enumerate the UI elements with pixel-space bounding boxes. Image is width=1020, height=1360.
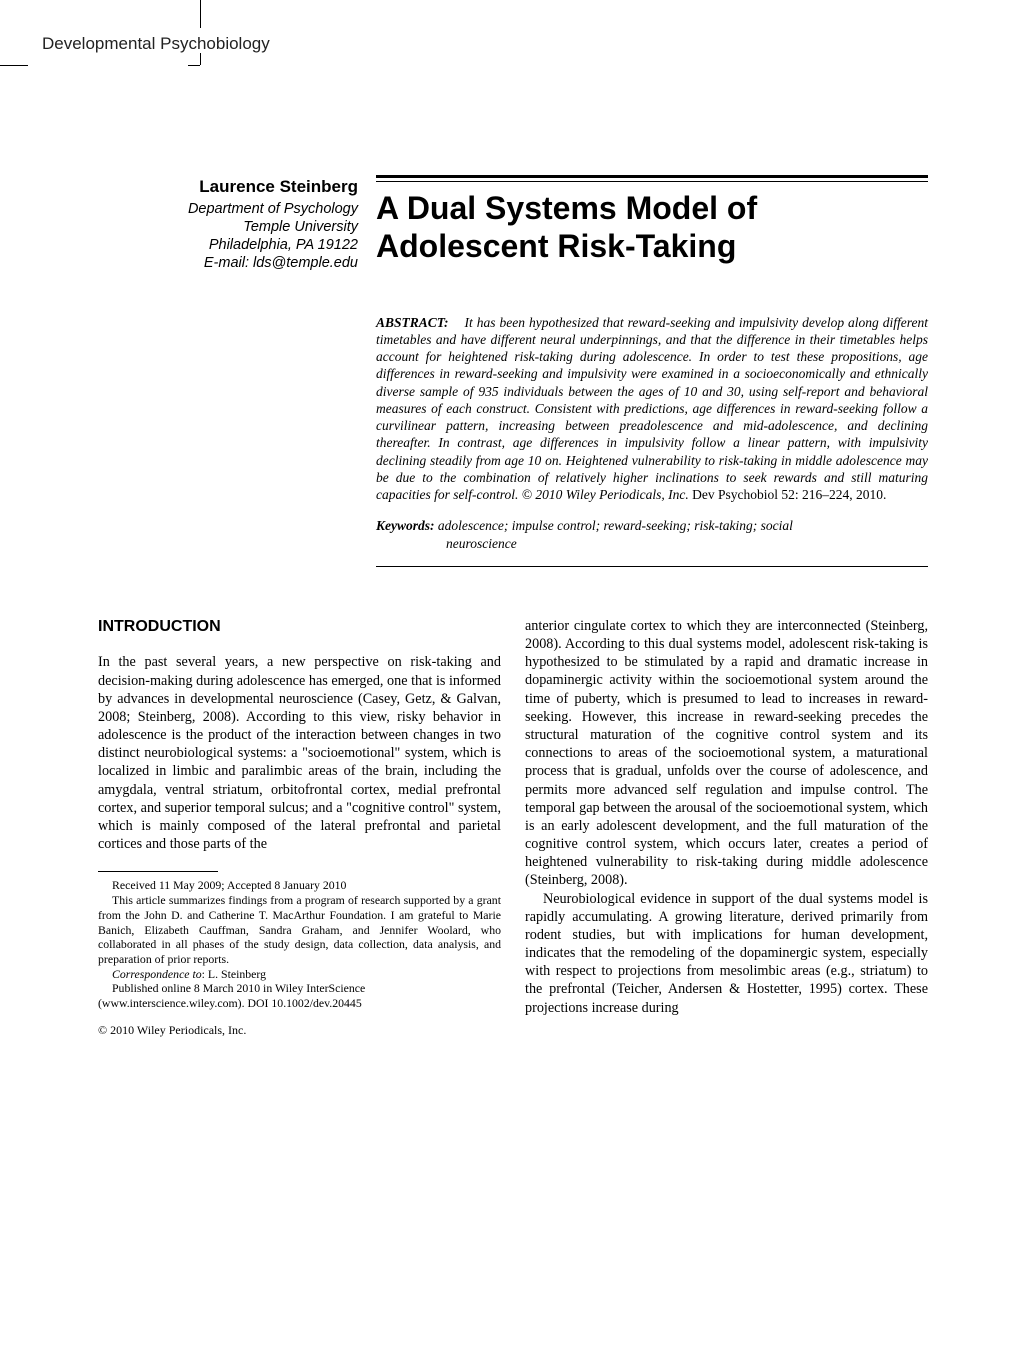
- keywords-text-line2: neuroscience: [446, 535, 928, 552]
- footnotes: Received 11 May 2009; Accepted 8 January…: [98, 878, 501, 1011]
- body-paragraph: Neurobiological evidence in support of t…: [525, 890, 928, 1017]
- affiliation-line: Department of Psychology: [98, 200, 358, 218]
- page-content: Laurence Steinberg Department of Psychol…: [98, 175, 928, 1038]
- footnote-correspondence: Correspondence to: L. Steinberg: [98, 967, 501, 982]
- keywords-text: adolescence; impulse control; reward-see…: [438, 518, 793, 533]
- correspondence-text: : L. Steinberg: [202, 967, 266, 981]
- abstract-label: ABSTRACT:: [376, 315, 449, 330]
- footnote-received: Received 11 May 2009; Accepted 8 January…: [98, 878, 501, 893]
- abstract-citation: Dev Psychobiol 52: 216–224, 2010.: [692, 487, 886, 502]
- left-column: INTRODUCTION In the past several years, …: [98, 617, 501, 1038]
- affiliation-line: Philadelphia, PA 19122: [98, 236, 358, 254]
- author-name: Laurence Steinberg: [98, 177, 358, 197]
- body-paragraph: anterior cingulate cortex to which they …: [525, 617, 928, 890]
- footnote-rule: [98, 871, 218, 872]
- keywords-rule: [376, 566, 928, 567]
- copyright-notice: © 2010 Wiley Periodicals, Inc.: [98, 1023, 501, 1038]
- title-column: A Dual Systems Model of Adolescent Risk-…: [376, 175, 928, 304]
- abstract-spacer: [453, 315, 461, 330]
- crop-mark-vertical: [200, 0, 201, 28]
- title-rule: [376, 175, 928, 182]
- abstract-text: It has been hypothesized that reward-see…: [376, 315, 928, 503]
- correspondence-label: Correspondence to: [112, 967, 202, 981]
- footnote-published: Published online 8 March 2010 in Wiley I…: [98, 981, 501, 996]
- abstract-block: ABSTRACT: It has been hypothesized that …: [376, 314, 928, 504]
- crop-mark-horizontal: [0, 65, 28, 66]
- body-columns: INTRODUCTION In the past several years, …: [98, 617, 928, 1038]
- body-paragraph: In the past several years, a new perspec…: [98, 653, 501, 853]
- keywords-label: Keywords:: [376, 518, 435, 533]
- section-heading-introduction: INTRODUCTION: [98, 617, 501, 637]
- header-block: Laurence Steinberg Department of Psychol…: [98, 175, 928, 304]
- keywords-block: Keywords: adolescence; impulse control; …: [376, 517, 928, 567]
- footnote-acknowledgment: This article summarizes findings from a …: [98, 893, 501, 967]
- journal-name: Developmental Psychobiology: [42, 34, 270, 54]
- author-column: Laurence Steinberg Department of Psychol…: [98, 175, 376, 304]
- right-column: anterior cingulate cortex to which they …: [525, 617, 928, 1038]
- affiliation-line: E-mail: lds@temple.edu: [98, 254, 358, 272]
- article-title: A Dual Systems Model of Adolescent Risk-…: [376, 190, 928, 266]
- affiliation-line: Temple University: [98, 218, 358, 236]
- footnote-doi: (www.interscience.wiley.com). DOI 10.100…: [98, 996, 501, 1011]
